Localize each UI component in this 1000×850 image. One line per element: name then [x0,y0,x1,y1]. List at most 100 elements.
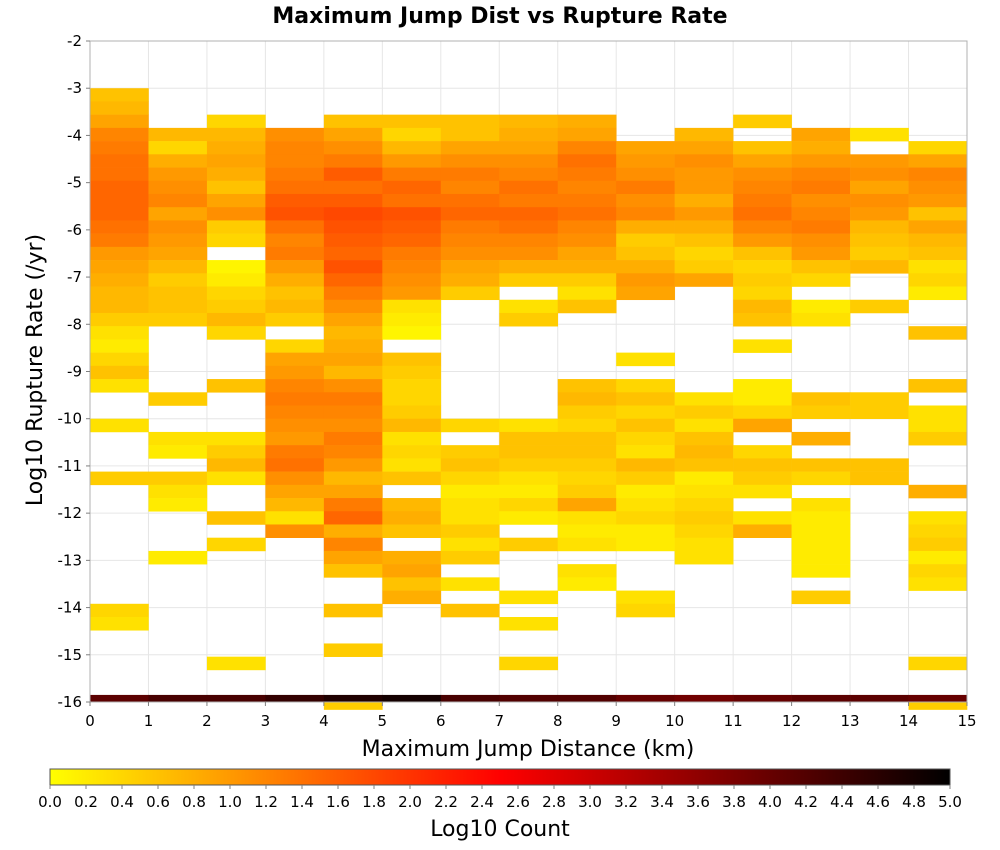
heatmap-cell [148,220,208,234]
heatmap-cell [265,365,325,380]
heatmap-cell [440,603,500,618]
chart-title: Maximum Jump Dist vs Rupture Rate [272,4,727,29]
heatmap-cell [908,273,968,287]
heatmap-cell [908,564,968,578]
heatmap-cell [791,392,851,406]
heatmap-cell [674,273,734,287]
heatmap-cell [557,471,617,486]
heatmap-cell [323,339,383,353]
heatmap-cell [382,458,442,472]
colorbar-tick-label: 2.0 [398,793,422,811]
heatmap-cell [674,458,734,472]
y-tick-label: -14 [58,599,83,617]
heatmap-cell [791,193,851,208]
heatmap-cell [265,141,325,155]
heatmap-cell [733,339,792,353]
heatmap-cell [674,431,734,446]
heatmap-cell [382,431,442,446]
heatmap-cell [733,484,792,499]
heatmap-cell [148,471,208,486]
heatmap-cell [908,379,968,393]
colorbar: 0.0 0.2 0.4 0.6 0.8 1.0 1.2 1.4 1.6 1.8 2.0 2.2 2.4 2… [38,768,962,811]
heatmap-cell [206,141,266,155]
heatmap-cell [265,484,325,499]
heatmap-cell [733,180,792,195]
heatmap-cell [382,154,442,168]
heatmap-cell [90,339,149,353]
heatmap-cell [90,379,149,393]
heatmap-cell [382,550,442,565]
heatmap-cell [674,392,734,406]
heatmap-cell [791,458,851,472]
y-axis-ticks: -2 -3 -4 -5 -6 -7 -8 -9 -10 -11 -12 -13 -14 -15 -16 [58,32,90,711]
heatmap-cell [733,524,792,538]
heatmap-cell [499,114,559,129]
heatmap-cell [382,207,442,221]
heatmap-cell [148,233,208,248]
heatmap-cell [440,114,500,129]
bottom-strip [90,694,968,702]
strip-cell [557,694,617,702]
heatmap-cell [908,260,968,274]
y-tick-label: -2 [67,32,82,50]
heatmap-cell [265,445,325,459]
heatmap-cell [90,207,149,221]
heatmap-cell [265,418,325,433]
heatmap-cell [557,577,617,591]
heatmap-cell [382,286,442,301]
heatmap-cell [323,431,383,446]
heatmap-cell [499,167,559,182]
heatmap-cell [90,471,149,486]
heatmap-cell [382,299,442,314]
heatmap-cell [733,193,792,208]
colorbar-tick-label: 1.4 [290,793,314,811]
heatmap-cell [148,484,208,499]
y-tick-label: -5 [67,174,82,192]
x-axis-label: Maximum Jump Distance (km) [362,737,695,762]
heatmap-cell [850,458,909,472]
heatmap-cell [733,207,792,221]
y-tick-label: -8 [67,315,82,333]
heatmap-cell [850,299,909,314]
heatmap-cell [733,418,792,433]
heatmap-cell [90,273,149,287]
colorbar-tick-label: 5.0 [938,793,962,811]
heatmap-cell [323,537,383,552]
y-tick-label: -3 [67,79,82,97]
heatmap-cell [733,233,792,248]
colorbar-tick-label: 3.8 [722,793,746,811]
heatmap-cell [616,260,675,274]
heatmap-cell [674,405,734,420]
heatmap-cell [557,445,617,459]
heatmap-cell [382,246,442,261]
x-tick-label: 0 [85,712,95,730]
heatmap-cell [791,537,851,552]
heatmap-cell [206,207,266,221]
heatmap-cell [733,379,792,393]
heatmap-cell [557,154,617,168]
heatmap-cell [90,220,149,234]
heatmap-cell [148,312,208,327]
heatmap-cell [323,154,383,168]
heatmap-cell [908,431,968,446]
heatmap-cell [499,193,559,208]
heatmap-cell [616,392,675,406]
heatmap-cell [557,299,617,314]
colorbar-tick-label: 4.6 [866,793,890,811]
heatmap-cell [733,392,792,406]
strip-cell [148,694,208,702]
heatmap-cell [616,352,675,367]
heatmap-cell [733,246,792,261]
heatmap-cell [499,220,559,234]
heatmap-cell [850,127,909,142]
heatmap-cell [908,154,968,168]
heatmap-cell [850,471,909,486]
strip-cell [616,694,675,702]
heatmap-cell [791,180,851,195]
heatmap-cell [499,458,559,472]
heatmap-cell [557,193,617,208]
heatmap-cell [440,577,500,591]
heatmap-cell [265,233,325,248]
heatmap-cell [616,167,675,182]
strip-cell [440,694,500,702]
